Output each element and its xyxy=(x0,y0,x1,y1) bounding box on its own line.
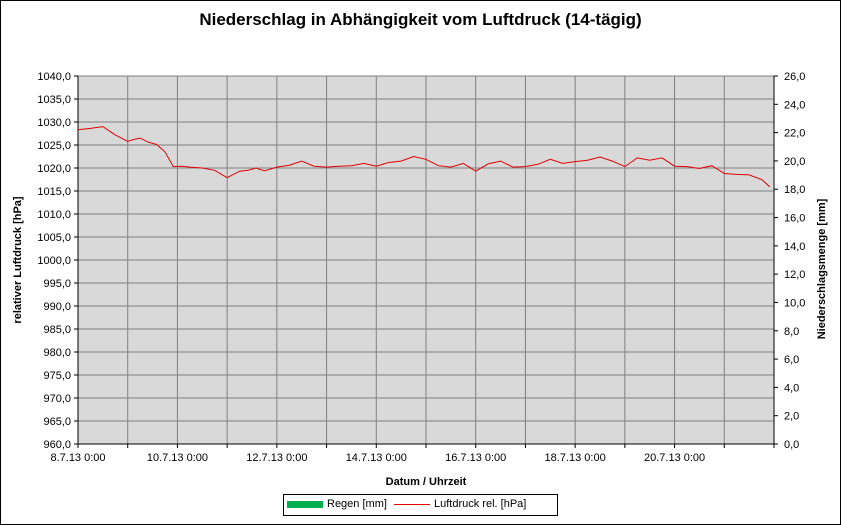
y-tick-label: 990,0 xyxy=(43,301,71,313)
y-tick-label: 995,0 xyxy=(43,278,71,290)
legend-swatch-luftdruck xyxy=(394,503,430,505)
y2-tick-label: 2,0 xyxy=(784,411,799,423)
y2-tick-label: 16,0 xyxy=(784,213,805,225)
y2-tick-label: 14,0 xyxy=(784,241,805,253)
x-tick-label: 14.7.13 0:00 xyxy=(346,452,407,464)
y2-tick-label: 22,0 xyxy=(784,128,805,140)
x-tick-label: 10.7.13 0:00 xyxy=(147,452,208,464)
y2-tick-label: 24,0 xyxy=(784,99,805,111)
y-axis-label: relativer Luftdruck [hPa] xyxy=(12,196,24,323)
y2-tick-label: 6,0 xyxy=(784,354,799,366)
y2-tick-label: 4,0 xyxy=(784,382,799,394)
x-axis-label: Datum / Uhrzeit xyxy=(386,476,467,488)
x-tick-label: 8.7.13 0:00 xyxy=(50,452,105,464)
y-tick-label: 1010,0 xyxy=(37,209,71,221)
y-tick-label: 1015,0 xyxy=(37,186,71,198)
y-tick-label: 975,0 xyxy=(43,370,71,382)
y-tick-label: 970,0 xyxy=(43,393,71,405)
y-tick-label: 1030,0 xyxy=(37,117,71,129)
y-tick-label: 1040,0 xyxy=(37,71,71,83)
y2-axis-label: Niederschlagsmenge [mm] xyxy=(816,198,828,339)
left-tick-labels: 960,0 965,0 970,0 975,0 980,0 985,0 990,0 995,0… xyxy=(37,71,78,451)
y-tick-label: 1020,0 xyxy=(37,163,71,175)
x-tick-label: 18.7.13 0:00 xyxy=(545,452,606,464)
legend-swatch-regen xyxy=(287,500,323,508)
legend-label-luftdruck: Luftdruck rel. [hPa] xyxy=(434,498,527,510)
legend-item-luftdruck: Luftdruck rel. [hPa] xyxy=(394,498,526,510)
y-tick-label: 1025,0 xyxy=(37,140,71,152)
legend: Regen [mm] Luftdruck rel. [hPa] xyxy=(283,494,558,516)
legend-item-regen: Regen [mm] xyxy=(287,498,387,510)
chart-title: Niederschlag in Abhängigkeit vom Luftdru… xyxy=(199,10,642,29)
y2-tick-label: 10,0 xyxy=(784,297,805,309)
legend-label-regen: Regen [mm] xyxy=(327,498,387,510)
y2-tick-label: 12,0 xyxy=(784,269,805,281)
y-tick-label: 1035,0 xyxy=(37,94,71,106)
y2-tick-label: 8,0 xyxy=(784,326,799,338)
x-tick-label: 12.7.13 0:00 xyxy=(246,452,307,464)
x-tick-labels: 8.7.13 0:00 10.7.13 0:00 12.7.13 0:00 14.7.… xyxy=(50,452,705,464)
y-tick-label: 960,0 xyxy=(43,439,71,451)
grid-lines xyxy=(78,76,774,444)
x-tick-label: 16.7.13 0:00 xyxy=(445,452,506,464)
y-tick-label: 980,0 xyxy=(43,347,71,359)
y-tick-label: 985,0 xyxy=(43,324,71,336)
y-tick-label: 1005,0 xyxy=(37,232,71,244)
x-tick-label: 20.7.13 0:00 xyxy=(644,452,705,464)
right-tick-labels: 0,0 2,0 4,0 6,0 8,0 10,0 12,0 14,0 16,0 18,0 20,0 2… xyxy=(774,71,805,451)
y2-tick-label: 26,0 xyxy=(784,71,805,83)
y-tick-label: 965,0 xyxy=(43,416,71,428)
luftdruck-series-line xyxy=(77,126,771,188)
y2-tick-label: 0,0 xyxy=(784,439,799,451)
y2-tick-label: 20,0 xyxy=(784,156,805,168)
y-tick-label: 1000,0 xyxy=(37,255,71,267)
y2-tick-label: 18,0 xyxy=(784,184,805,196)
